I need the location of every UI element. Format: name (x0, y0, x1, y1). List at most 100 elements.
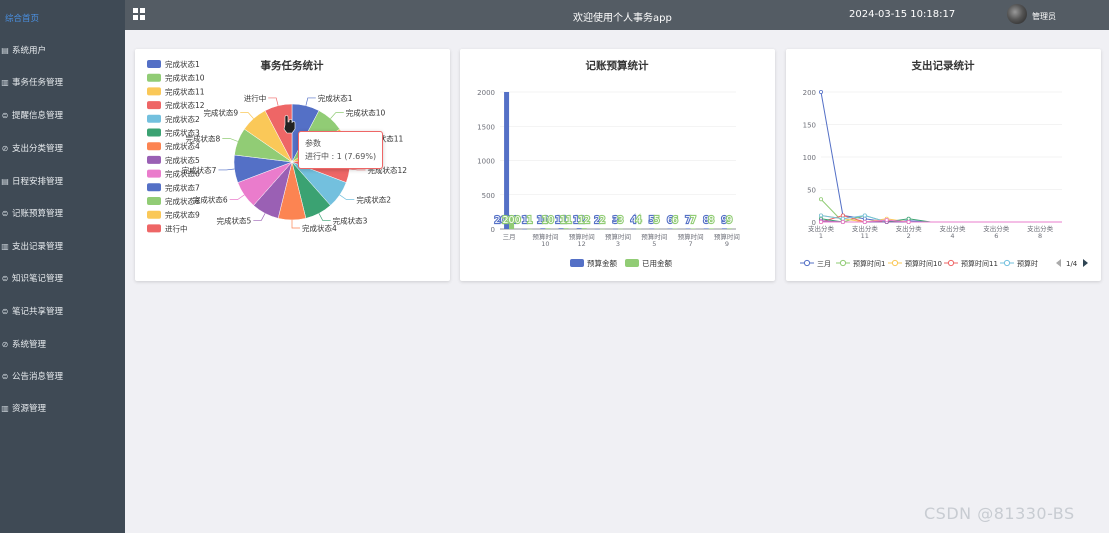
legend-swatch[interactable] (147, 155, 161, 164)
legend-label[interactable]: 完成状态10 (165, 73, 205, 83)
legend-label[interactable]: 已用金额 (642, 258, 672, 268)
legend-swatch-dot (839, 259, 847, 267)
legend-label[interactable]: 完成状态1 (165, 59, 200, 69)
legend-swatch[interactable] (570, 259, 584, 267)
legend-label[interactable]: 三月 (817, 260, 831, 268)
legend-label[interactable]: 完成状态7 (165, 182, 200, 192)
menu-grid-icon[interactable] (133, 8, 146, 21)
legend-swatch[interactable] (147, 128, 161, 137)
message-icon: ⊜ (1, 371, 9, 381)
bar[interactable] (563, 228, 569, 229)
legend-label[interactable]: 完成状态9 (165, 210, 200, 220)
legend-label[interactable]: 预算金额 (587, 258, 617, 268)
bar[interactable] (708, 228, 714, 229)
data-point[interactable] (819, 213, 824, 218)
legend-swatch[interactable] (147, 73, 161, 82)
sidebar-item-label: 支出分类管理 (12, 144, 64, 154)
legend-swatch[interactable] (147, 210, 161, 219)
legend-label[interactable]: 预算时 (1017, 259, 1038, 268)
legend-swatch[interactable] (147, 60, 161, 68)
bar-data-label: 5 (654, 215, 660, 226)
sidebar-item-6[interactable]: ⊜ 记账预算管理 (0, 203, 125, 223)
sidebar-item-0[interactable]: 综合首页 (0, 8, 125, 28)
pie-label-line (305, 97, 316, 106)
bar[interactable] (581, 228, 587, 229)
sidebar-item-3[interactable]: ⊜ 提醒信息管理 (0, 105, 125, 125)
x-tick-label: 4 (950, 232, 954, 240)
legend-swatch[interactable] (147, 114, 161, 123)
sidebar-item-8[interactable]: ⊜ 知识笔记管理 (0, 268, 125, 288)
sidebar-item-4[interactable]: ⊘ 支出分类管理 (0, 138, 125, 158)
x-tick-label: 预算时间 (678, 232, 704, 241)
data-point[interactable] (840, 213, 845, 218)
legend-swatch[interactable] (147, 169, 161, 178)
legend-swatch[interactable] (147, 197, 161, 205)
legend-swatch[interactable] (147, 224, 161, 233)
avatar[interactable] (1007, 4, 1027, 24)
bar[interactable] (726, 228, 732, 229)
data-point[interactable] (819, 90, 824, 95)
sidebar-item-7[interactable]: ▥ 支出记录管理 (0, 236, 125, 256)
sidebar: 综合首页 ▤ 系统用户 ▥ 事务任务管理 ⊜ 提醒信息管理 ⊘ 支出分类管理 ▤ 日程安排管理 ⊜ 记账… (0, 0, 125, 533)
x-tick-label: 支出分类 (939, 224, 966, 233)
data-point[interactable] (819, 219, 824, 224)
data-point[interactable] (819, 197, 824, 202)
legend-label[interactable]: 预算时间1 (853, 259, 885, 268)
sidebar-item-9[interactable]: ⊜ 笔记共享管理 (0, 301, 125, 321)
sidebar-item-2[interactable]: ▥ 事务任务管理 (0, 72, 125, 92)
pie-label: 完成状态9 (203, 108, 238, 118)
username[interactable]: 管理员 (1032, 12, 1056, 21)
legend-label[interactable]: 完成状态11 (165, 86, 205, 96)
legend-label[interactable]: 完成状态12 (165, 100, 205, 110)
data-point[interactable] (862, 219, 867, 224)
sidebar-item-10[interactable]: ⊘ 系统管理 (0, 334, 125, 354)
y-tick-label: 200 (803, 89, 816, 97)
sidebar-item-12[interactable]: ▥ 资源管理 (0, 398, 125, 418)
legend-label[interactable]: 预算时间11 (961, 259, 998, 268)
budget-stats-card: 记账预算统计 0 500 1000 1500 2000 2000 1 10 11 12 2 3 4 5 6 7 8… (460, 49, 775, 281)
legend-label[interactable]: 完成状态2 (165, 114, 200, 124)
pie-label: 完成状态12 (368, 165, 408, 175)
legend-label[interactable]: 完成状态8 (165, 196, 200, 206)
data-point[interactable] (862, 216, 867, 221)
data-point[interactable] (906, 219, 911, 224)
bar[interactable] (576, 228, 582, 229)
bar[interactable] (504, 92, 510, 229)
sidebar-item-1[interactable]: ▤ 系统用户 (0, 40, 125, 60)
legend-label[interactable]: 完成状态5 (165, 155, 200, 165)
bar[interactable] (509, 215, 515, 229)
sidebar-item-11[interactable]: ⊜ 公告消息管理 (0, 366, 125, 386)
legend-label[interactable]: 完成状态4 (165, 141, 200, 151)
bar[interactable] (545, 228, 551, 229)
data-point[interactable] (840, 219, 845, 224)
legend-label[interactable]: 预算时间10 (905, 259, 942, 268)
data-point[interactable] (840, 216, 845, 221)
legend-swatch[interactable] (147, 142, 161, 151)
data-point[interactable] (906, 216, 911, 221)
legend-swatch[interactable] (147, 87, 161, 96)
bar-data-label: 11 (560, 215, 572, 226)
pie-label-line (330, 112, 344, 119)
x-tick-label: 预算时间 (605, 232, 631, 241)
legend-next-icon[interactable] (1083, 259, 1088, 267)
legend-label[interactable]: 进行中 (165, 223, 188, 233)
data-point[interactable] (884, 218, 889, 223)
bar[interactable] (703, 228, 709, 229)
bar[interactable] (540, 228, 546, 229)
sidebar-item-label: 事务任务管理 (12, 78, 64, 88)
sidebar-item-5[interactable]: ▤ 日程安排管理 (0, 171, 125, 191)
legend-swatch[interactable] (147, 183, 161, 192)
legend-swatch[interactable] (625, 259, 639, 267)
bar[interactable] (558, 228, 564, 229)
bar[interactable] (721, 228, 727, 229)
x-tick-label: 支出分类 (852, 224, 879, 233)
legend-prev-icon[interactable] (1056, 259, 1061, 267)
pie-label: 完成状态4 (302, 223, 337, 233)
pie-label: 完成状态2 (356, 194, 391, 204)
pie-label: 完成状态8 (186, 134, 221, 144)
legend-swatch[interactable] (147, 101, 161, 110)
legend-label[interactable]: 完成状态6 (165, 169, 200, 179)
legend-label[interactable]: 完成状态3 (165, 128, 200, 138)
data-point[interactable] (862, 213, 867, 218)
x-tick-label: 支出分类 (983, 224, 1010, 233)
